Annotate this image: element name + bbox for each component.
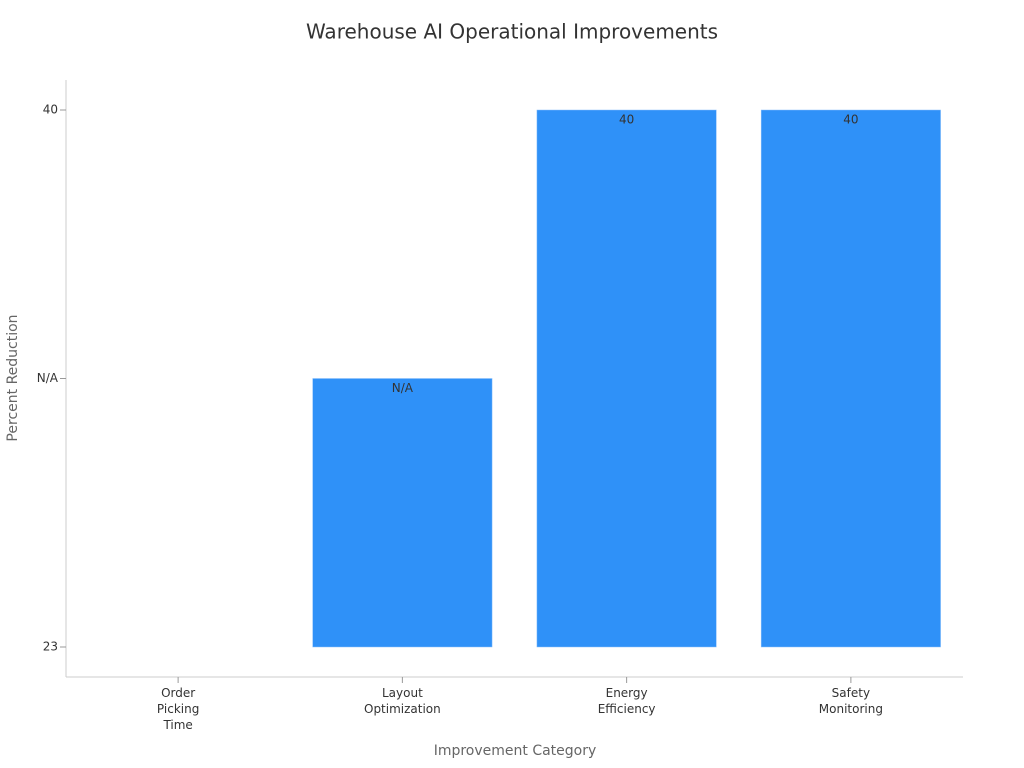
x-tick-label: Safety Monitoring <box>818 686 883 716</box>
data-label: 40 <box>619 113 634 127</box>
y-tick-label: N/A <box>37 371 59 385</box>
chart-title: Warehouse AI Operational Improvements <box>306 20 718 44</box>
x-tick-label: Order Picking Time <box>156 686 200 732</box>
bar <box>760 109 941 648</box>
y-axis-title: Percent Reduction <box>5 314 21 441</box>
y-tick-label: 23 <box>43 640 58 654</box>
data-label: 40 <box>843 113 858 127</box>
data-label: N/A <box>392 381 414 395</box>
bar <box>536 109 717 648</box>
x-axis-title: Improvement Category <box>434 743 597 759</box>
x-tick-label: Energy Efficiency <box>597 686 656 716</box>
x-tick-label: Layout Optimization <box>363 686 441 716</box>
bar <box>312 378 493 648</box>
y-tick-label: 40 <box>43 103 58 117</box>
